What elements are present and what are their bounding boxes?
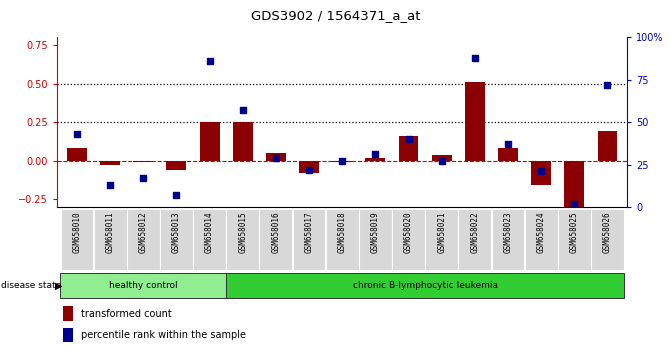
Point: [238, 107, 248, 113]
FancyBboxPatch shape: [160, 210, 193, 270]
Bar: [200, 122, 219, 161]
Text: GSM658014: GSM658014: [205, 211, 214, 253]
FancyBboxPatch shape: [525, 210, 558, 270]
FancyBboxPatch shape: [591, 210, 624, 270]
Bar: [233, 122, 253, 161]
FancyBboxPatch shape: [392, 210, 425, 270]
Text: GSM658019: GSM658019: [371, 211, 380, 253]
Text: healthy control: healthy control: [109, 281, 178, 290]
Text: GSM658018: GSM658018: [338, 211, 347, 253]
Text: GSM658023: GSM658023: [503, 211, 513, 253]
Point: [304, 167, 315, 172]
FancyBboxPatch shape: [293, 210, 325, 270]
Bar: [266, 153, 286, 161]
Bar: [299, 161, 319, 173]
Text: GSM658015: GSM658015: [238, 211, 247, 253]
FancyBboxPatch shape: [226, 210, 259, 270]
Text: ▶: ▶: [55, 281, 62, 291]
Bar: [399, 136, 419, 161]
FancyBboxPatch shape: [425, 210, 458, 270]
Bar: [564, 161, 584, 207]
Point: [403, 136, 414, 142]
Text: GSM658021: GSM658021: [437, 211, 446, 253]
Bar: [465, 82, 484, 161]
Text: GSM658011: GSM658011: [105, 211, 115, 253]
FancyBboxPatch shape: [226, 273, 624, 298]
FancyBboxPatch shape: [94, 210, 127, 270]
Text: GSM658020: GSM658020: [404, 211, 413, 253]
Bar: [134, 161, 153, 162]
Point: [337, 158, 348, 164]
Point: [470, 55, 480, 61]
Text: GSM658026: GSM658026: [603, 211, 612, 253]
Text: transformed count: transformed count: [81, 309, 172, 319]
Point: [536, 169, 547, 174]
Point: [436, 158, 447, 164]
Text: GSM658012: GSM658012: [139, 211, 148, 253]
Point: [138, 175, 148, 181]
Point: [204, 58, 215, 64]
Text: GSM658013: GSM658013: [172, 211, 181, 253]
FancyBboxPatch shape: [492, 210, 525, 270]
Bar: [498, 148, 518, 161]
Text: chronic B-lymphocytic leukemia: chronic B-lymphocytic leukemia: [352, 281, 498, 290]
Point: [171, 192, 182, 198]
FancyBboxPatch shape: [60, 210, 93, 270]
Point: [503, 141, 513, 147]
Text: GSM658025: GSM658025: [570, 211, 579, 253]
Point: [569, 201, 580, 206]
Bar: [431, 155, 452, 161]
FancyBboxPatch shape: [458, 210, 491, 270]
FancyBboxPatch shape: [359, 210, 392, 270]
Text: GSM658024: GSM658024: [537, 211, 546, 253]
Bar: [63, 307, 73, 321]
FancyBboxPatch shape: [127, 210, 160, 270]
Point: [602, 82, 613, 87]
Text: GSM658022: GSM658022: [470, 211, 479, 253]
Bar: [67, 148, 87, 161]
Point: [105, 182, 115, 188]
FancyBboxPatch shape: [60, 273, 226, 298]
Bar: [598, 131, 617, 161]
FancyBboxPatch shape: [260, 210, 293, 270]
Bar: [531, 161, 551, 185]
Bar: [332, 161, 352, 162]
Text: GDS3902 / 1564371_a_at: GDS3902 / 1564371_a_at: [251, 9, 420, 22]
Text: GSM658016: GSM658016: [271, 211, 280, 253]
Text: GSM658010: GSM658010: [72, 211, 81, 253]
Bar: [63, 327, 73, 342]
Text: percentile rank within the sample: percentile rank within the sample: [81, 330, 246, 340]
Text: disease state: disease state: [1, 281, 62, 290]
Point: [72, 131, 83, 137]
FancyBboxPatch shape: [558, 210, 590, 270]
Point: [370, 152, 380, 157]
Bar: [166, 161, 187, 170]
Bar: [366, 158, 385, 161]
Bar: [100, 161, 120, 165]
FancyBboxPatch shape: [326, 210, 358, 270]
FancyBboxPatch shape: [193, 210, 226, 270]
Point: [270, 155, 281, 161]
Text: GSM658017: GSM658017: [305, 211, 313, 253]
